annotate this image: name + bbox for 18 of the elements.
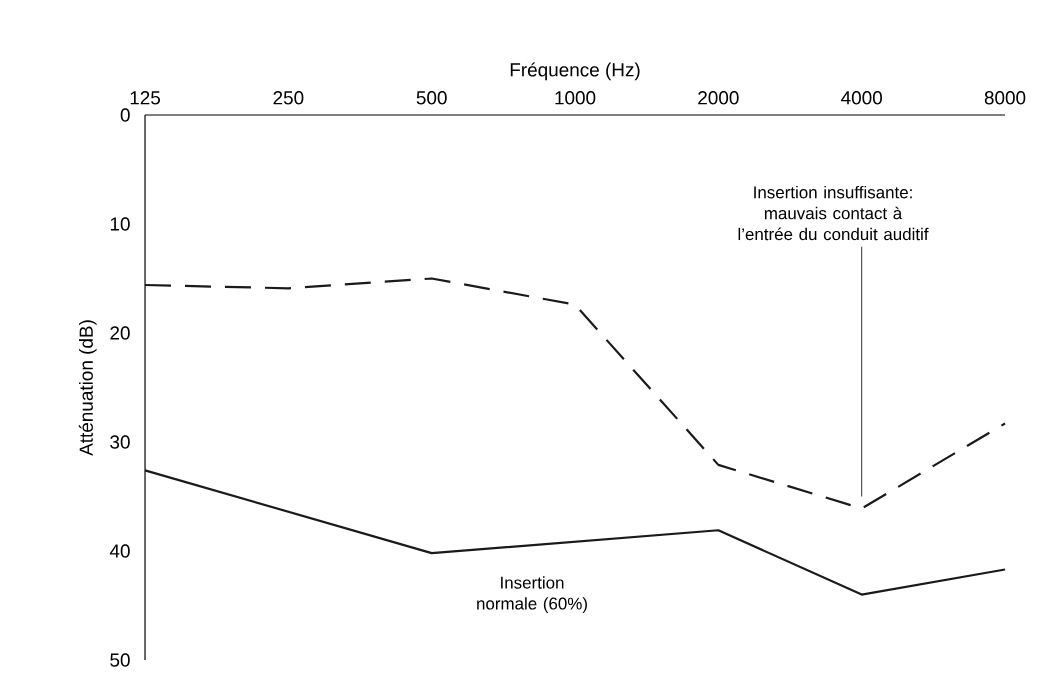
y-tick-label: 30 — [110, 435, 130, 449]
series-label: Insertion normale (60%) — [477, 576, 587, 613]
x-tick-label: 8000 — [984, 91, 1026, 105]
text: Insertion insuffisante: mauvais contact à l’entrée du conduit auditif — [738, 185, 929, 241]
line-series — [143, 277, 1007, 510]
x-tick-label: 500 — [416, 91, 447, 105]
y-tick-label: 10 — [110, 217, 130, 231]
x-tick-label: 250 — [273, 91, 304, 105]
y-tick-label: 50 — [110, 653, 130, 667]
y-tick-label: 0 — [120, 108, 130, 122]
y-tick-label: 20 — [110, 326, 130, 340]
x-tick-label: 2000 — [698, 91, 739, 105]
x-tick-label: 1000 — [555, 91, 596, 105]
x-axis-title: Fréquence (Hz) — [510, 62, 640, 81]
x-tick-label: 125 — [130, 91, 161, 105]
x-tick-label: 4000 — [841, 91, 882, 105]
y-tick-label: 40 — [109, 544, 130, 558]
y-axis-title: Atténuation (dB) — [78, 320, 97, 456]
